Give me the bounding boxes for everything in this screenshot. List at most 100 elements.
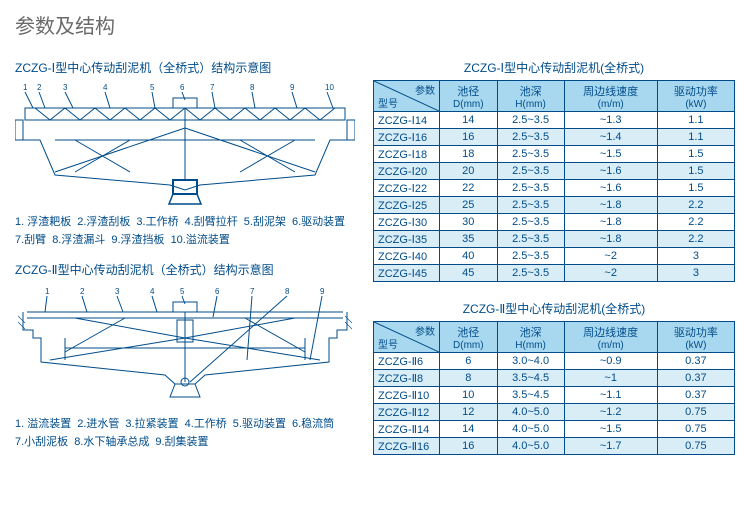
table-cell: 4.0~5.0 — [497, 404, 564, 421]
table-cell: ~1.6 — [564, 180, 657, 197]
table-1-title: ZCZG-Ⅰ型中心传动刮泥机(全桥式) — [373, 59, 735, 76]
table-cell: 4.0~5.0 — [497, 438, 564, 455]
table-row: ZCZG-Ⅱ12124.0~5.0~1.20.75 — [374, 404, 735, 421]
table-cell: 3 — [657, 248, 734, 265]
table-2-grid: 参数型号池径D(mm)池深H(mm)周边线速度(m/m)驱动功率(kW)ZCZG… — [373, 321, 735, 455]
table-cell: 1.1 — [657, 129, 734, 146]
table-cell: 25 — [440, 197, 498, 214]
header-diag: 参数型号 — [374, 81, 440, 112]
table-cell: 2.5~3.5 — [497, 163, 564, 180]
svg-text:6: 6 — [215, 287, 220, 296]
table-cell: 16 — [440, 438, 498, 455]
table-cell: ZCZG-Ⅰ30 — [374, 214, 440, 231]
table-row: ZCZG-Ⅰ16162.5~3.5~1.41.1 — [374, 129, 735, 146]
table-cell: 1.5 — [657, 180, 734, 197]
header-diag: 参数型号 — [374, 322, 440, 353]
table-cell: ZCZG-Ⅰ25 — [374, 197, 440, 214]
svg-text:7: 7 — [210, 83, 215, 92]
header-model: 型号 — [378, 336, 398, 351]
svg-text:9: 9 — [320, 287, 325, 296]
table-cell: 2.2 — [657, 197, 734, 214]
table-cell: 40 — [440, 248, 498, 265]
table-1: ZCZG-Ⅰ型中心传动刮泥机(全桥式) 参数型号池径D(mm)池深H(mm)周边… — [373, 59, 735, 282]
table-cell: ~1.4 — [564, 129, 657, 146]
legend-item: 5.刮泥架 — [244, 216, 286, 228]
svg-text:5: 5 — [180, 287, 185, 296]
svg-text:1: 1 — [23, 83, 28, 92]
legend-item: 10.溢流装置 — [171, 234, 230, 246]
table-cell: ZCZG-Ⅱ16 — [374, 438, 440, 455]
svg-text:2: 2 — [37, 83, 42, 92]
svg-text:6: 6 — [180, 83, 185, 92]
table-cell: 2.5~3.5 — [497, 180, 564, 197]
table-cell: 1.1 — [657, 112, 734, 129]
table-2: ZCZG-Ⅱ型中心传动刮泥机(全桥式) 参数型号池径D(mm)池深H(mm)周边… — [373, 300, 735, 455]
table-cell: 1.5 — [657, 146, 734, 163]
legend-item: 9.浮渣挡板 — [111, 234, 164, 246]
table-cell: ZCZG-Ⅰ45 — [374, 265, 440, 282]
table-row: ZCZG-Ⅰ45452.5~3.5~23 — [374, 265, 735, 282]
table-cell: 2.5~3.5 — [497, 248, 564, 265]
table-cell: 3.5~4.5 — [497, 370, 564, 387]
svg-text:2: 2 — [80, 287, 85, 296]
legend-item: 7.刮臂 — [15, 234, 46, 246]
table-row: ZCZG-Ⅰ20202.5~3.5~1.61.5 — [374, 163, 735, 180]
column-header: 周边线速度(m/m) — [564, 322, 657, 353]
diagram-2: ZCZG-Ⅱ型中心传动刮泥机（全桥式）结构示意图 12 34 56 78 9 — [15, 261, 355, 451]
diagram-2-svg: 12 34 56 78 9 — [15, 282, 355, 412]
table-cell: ~1.8 — [564, 197, 657, 214]
table-cell: 10 — [440, 387, 498, 404]
svg-text:3: 3 — [115, 287, 120, 296]
table-row: ZCZG-Ⅱ883.5~4.5~10.37 — [374, 370, 735, 387]
diagram-1: ZCZG-Ⅰ型中心传动刮泥机（全桥式）结构示意图 12 34 56 78 910 — [15, 59, 355, 249]
table-cell: 0.37 — [657, 353, 734, 370]
table-cell: 30 — [440, 214, 498, 231]
svg-text:3: 3 — [63, 83, 68, 92]
table-cell: ~1.2 — [564, 404, 657, 421]
legend-item: 5.驱动装置 — [233, 418, 286, 430]
table-cell: ~1.1 — [564, 387, 657, 404]
legend-item: 6.稳流筒 — [292, 418, 334, 430]
table-cell: ~0.9 — [564, 353, 657, 370]
table-cell: 8 — [440, 370, 498, 387]
header-param: 参数 — [415, 323, 435, 338]
table-cell: ZCZG-Ⅰ14 — [374, 112, 440, 129]
table-cell: 2.2 — [657, 231, 734, 248]
column-header: 池径D(mm) — [440, 81, 498, 112]
header-param: 参数 — [415, 82, 435, 97]
table-cell: ZCZG-Ⅰ16 — [374, 129, 440, 146]
table-row: ZCZG-Ⅰ35352.5~3.5~1.82.2 — [374, 231, 735, 248]
diagram-2-title: ZCZG-Ⅱ型中心传动刮泥机（全桥式）结构示意图 — [15, 261, 355, 278]
table-cell: ZCZG-Ⅱ6 — [374, 353, 440, 370]
diagram-2-legend: 1. 溢流装置2.进水管3.拉紧装置4.工作桥5.驱动装置6.稳流筒7.小刮泥板… — [15, 416, 355, 451]
column-header: 池深H(mm) — [497, 322, 564, 353]
table-row: ZCZG-Ⅱ16164.0~5.0~1.70.75 — [374, 438, 735, 455]
svg-text:7: 7 — [250, 287, 255, 296]
legend-item: 9.刮集装置 — [155, 436, 208, 448]
svg-text:9: 9 — [290, 83, 295, 92]
table-cell: 2.5~3.5 — [497, 197, 564, 214]
table-cell: ZCZG-Ⅰ22 — [374, 180, 440, 197]
column-header: 池径D(mm) — [440, 322, 498, 353]
table-cell: 14 — [440, 421, 498, 438]
table-cell: ZCZG-Ⅰ40 — [374, 248, 440, 265]
table-cell: ~1.3 — [564, 112, 657, 129]
table-cell: 2.5~3.5 — [497, 129, 564, 146]
table-cell: ~1.5 — [564, 421, 657, 438]
legend-item: 7.小刮泥板 — [15, 436, 68, 448]
table-cell: 16 — [440, 129, 498, 146]
diagram-1-legend: 1. 浮渣耙板2.浮渣刮板3.工作桥4.刮臂拉杆5.刮泥架6.驱动装置7.刮臂8… — [15, 214, 355, 249]
table-row: ZCZG-Ⅰ25252.5~3.5~1.82.2 — [374, 197, 735, 214]
legend-item: 8.浮渣漏斗 — [52, 234, 105, 246]
table-cell: 35 — [440, 231, 498, 248]
table-cell: ZCZG-Ⅰ20 — [374, 163, 440, 180]
diagram-1-svg: 12 34 56 78 910 — [15, 80, 355, 210]
table-2-title: ZCZG-Ⅱ型中心传动刮泥机(全桥式) — [373, 300, 735, 317]
diagram-1-title: ZCZG-Ⅰ型中心传动刮泥机（全桥式）结构示意图 — [15, 59, 355, 76]
svg-text:4: 4 — [150, 287, 155, 296]
table-cell: ~1.5 — [564, 146, 657, 163]
legend-item: 1. 溢流装置 — [15, 418, 71, 430]
legend-item: 3.工作桥 — [136, 216, 178, 228]
table-cell: ZCZG-Ⅱ10 — [374, 387, 440, 404]
legend-item: 6.驱动装置 — [292, 216, 345, 228]
